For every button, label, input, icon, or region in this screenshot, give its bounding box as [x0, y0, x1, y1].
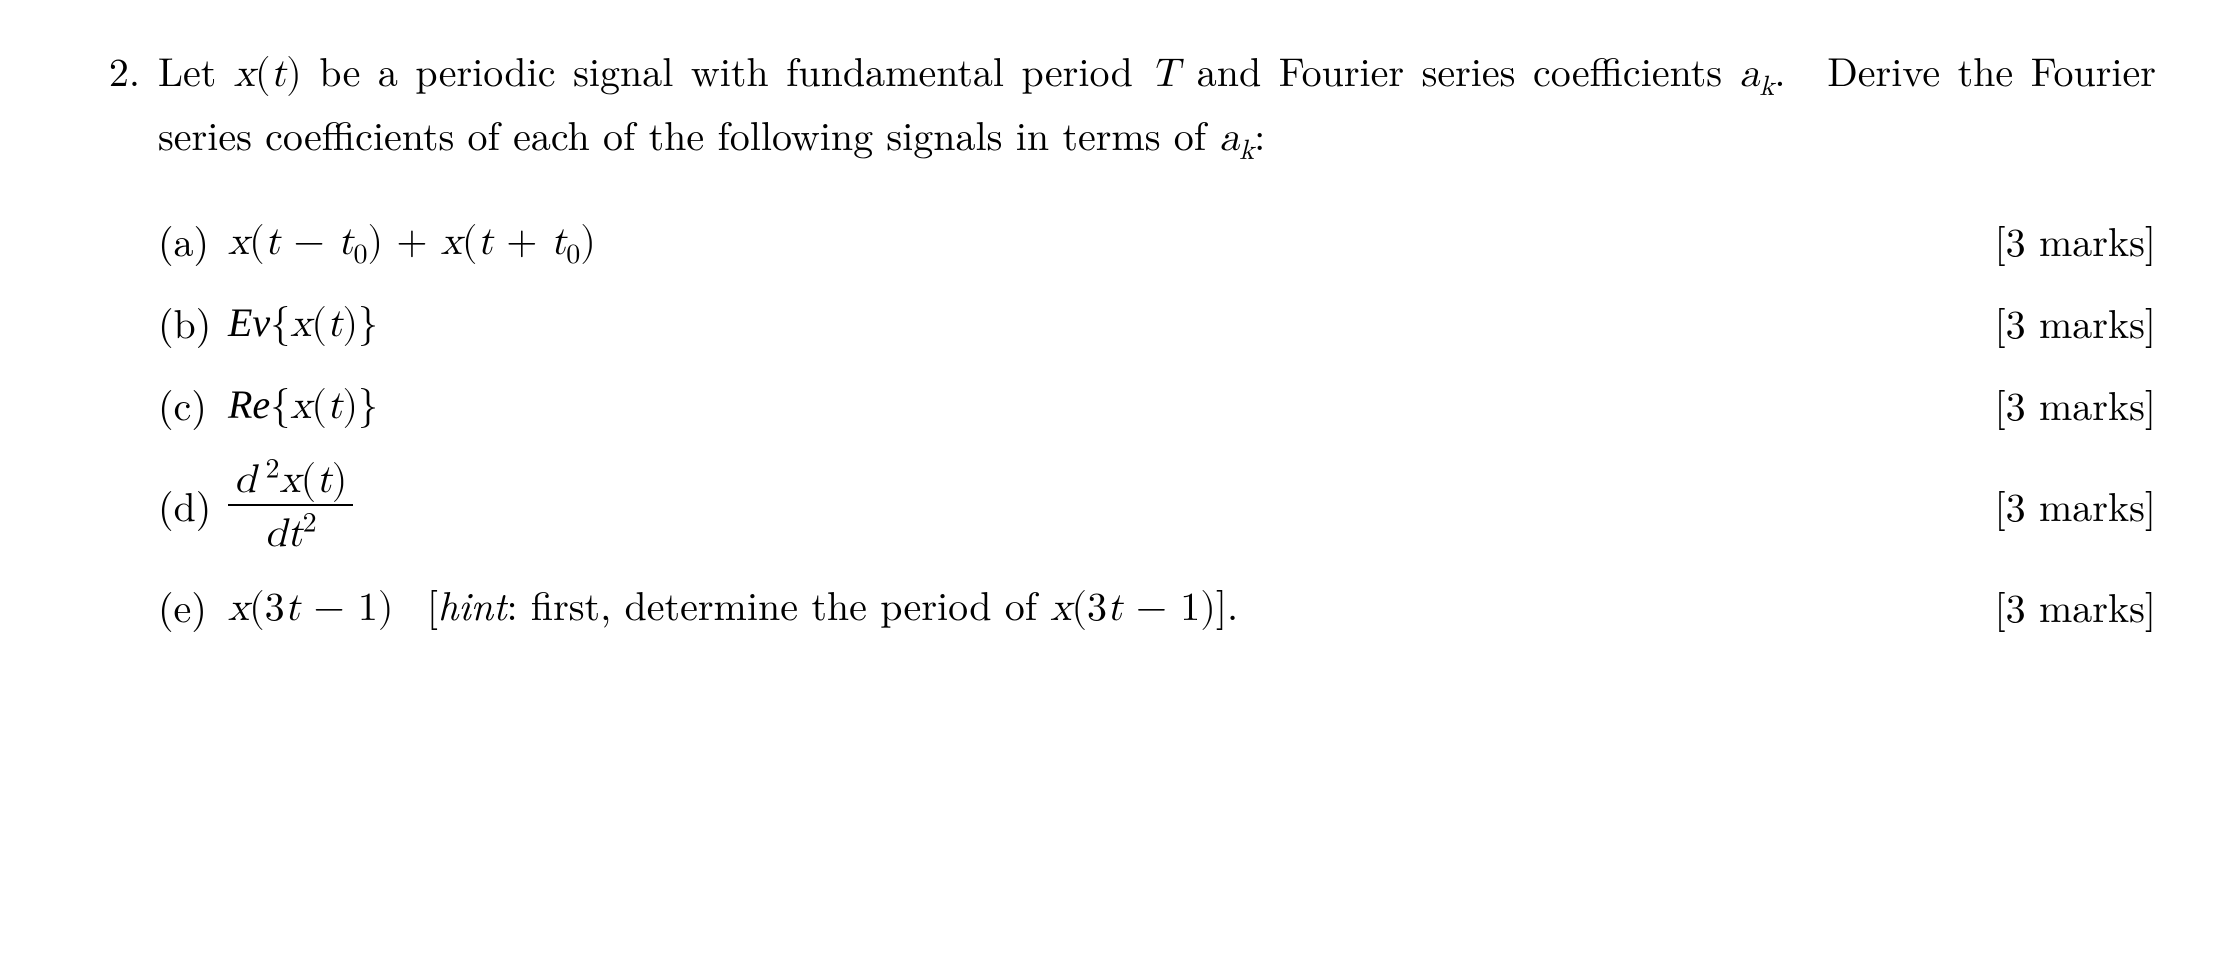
subitem-a: (a) x(t − t0) + x(t + t0) [3 marks] — [158, 208, 2156, 272]
subitem-content: x(t − t0) + x(t + t0) — [228, 208, 596, 272]
subitem-left: (c) Re{x(t)} — [158, 372, 378, 436]
subitem-label: (a) — [158, 210, 228, 270]
question-body: Let x(t) be a periodic signal with funda… — [158, 40, 2156, 656]
subitem-marks: [3 marks] — [1955, 374, 2156, 434]
subitem-label: (e) — [158, 576, 228, 636]
subitem-d: (d) d 2x(t)dt2 [3 marks] — [158, 454, 2156, 556]
subitem-e: (e) x(3t − 1) [hint: first, determine th… — [158, 574, 2156, 638]
subitem-content: d 2x(t)dt2 — [228, 454, 353, 556]
subitem-left: (d) d 2x(t)dt2 — [158, 454, 353, 556]
subitem-c: (c) Re{x(t)} [3 marks] — [158, 372, 2156, 436]
subitem-marks: [3 marks] — [1955, 475, 2156, 535]
subitem-list: (a) x(t − t0) + x(t + t0) [3 marks] (b) … — [158, 208, 2156, 638]
subitem-label: (b) — [158, 292, 228, 352]
page: 2. Let x(t) be a periodic signal with fu… — [0, 0, 2236, 974]
subitem-left: (e) x(3t − 1) [hint: first, determine th… — [158, 574, 1238, 638]
subitem-marks: [3 marks] — [1955, 210, 2156, 270]
subitem-marks: [3 marks] — [1955, 576, 2156, 636]
question-block: 2. Let x(t) be a periodic signal with fu… — [60, 40, 2156, 656]
subitem-label: (d) — [158, 475, 228, 535]
question-number: 2. — [60, 40, 158, 100]
subitem-left: (b) Ev{x(t)} — [158, 290, 378, 354]
subitem-b: (b) Ev{x(t)} [3 marks] — [158, 290, 2156, 354]
subitem-content: Ev{x(t)} — [228, 290, 378, 354]
subitem-marks: [3 marks] — [1955, 292, 2156, 352]
subitem-content: Re{x(t)} — [228, 372, 378, 436]
question-intro: Let x(t) be a periodic signal with funda… — [158, 40, 2156, 168]
subitem-left: (a) x(t − t0) + x(t + t0) — [158, 208, 596, 272]
subitem-content: x(3t − 1) [hint: first, determine the pe… — [228, 574, 1238, 638]
subitem-label: (c) — [158, 374, 228, 434]
